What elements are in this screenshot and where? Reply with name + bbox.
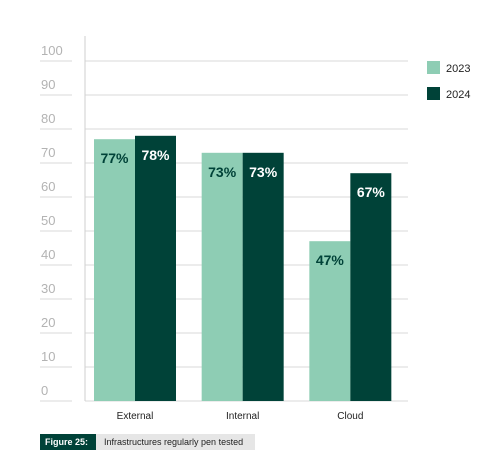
y-tick-label: 30	[41, 281, 55, 296]
bar-external-2024	[135, 135, 176, 402]
bar-internal-2023	[201, 152, 243, 401]
data-label: 78%	[141, 147, 170, 163]
y-tick-label: 80	[41, 111, 55, 126]
bar-cloud-2024	[350, 173, 392, 401]
legend-swatch-2024	[427, 87, 440, 100]
figure-number: Figure 25:	[40, 434, 97, 450]
data-label: 47%	[316, 252, 345, 268]
y-tick-label: 100	[41, 43, 63, 58]
legend-label: 2024	[446, 89, 470, 101]
legend-swatch-2023	[427, 61, 440, 74]
data-label: 73%	[249, 164, 278, 180]
figure-title: Infrastructures regularly pen tested	[96, 434, 256, 450]
data-label: 67%	[357, 184, 386, 200]
bar-internal-2024	[242, 152, 284, 401]
y-tick-label: 60	[41, 179, 55, 194]
y-tick-label: 90	[41, 77, 55, 92]
y-tick-label: 50	[41, 213, 55, 228]
figure-caption: Figure 25: Infrastructures regularly pen…	[40, 434, 256, 450]
y-tick-label: 40	[41, 247, 55, 262]
y-tick-label: 20	[41, 315, 55, 330]
x-tick-label: External	[117, 411, 154, 422]
data-label: 77%	[100, 150, 129, 166]
bar-cloud-2023	[309, 241, 351, 401]
x-tick-label: Cloud	[337, 411, 363, 422]
x-tick-label: Internal	[226, 411, 259, 422]
data-label: 73%	[208, 164, 237, 180]
y-tick-label: 0	[41, 383, 48, 398]
legend-label: 2023	[446, 63, 470, 75]
y-tick-label: 10	[41, 349, 55, 364]
bar-external-2023	[94, 139, 135, 401]
y-tick-label: 70	[41, 145, 55, 160]
